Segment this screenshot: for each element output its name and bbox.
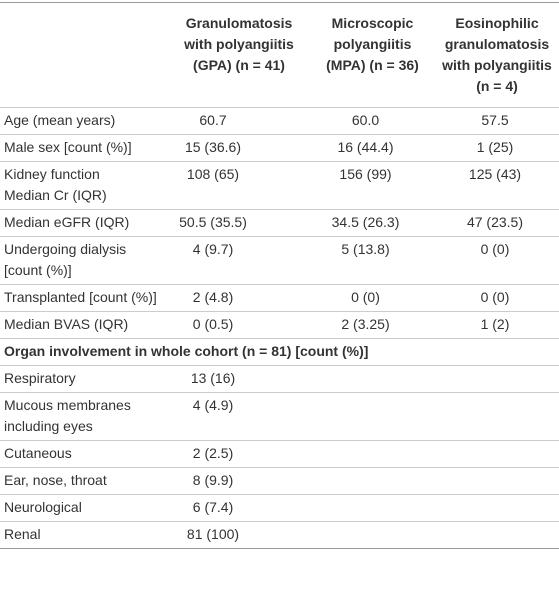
table-row: Male sex [count (%)] 15 (36.6) 16 (44.4) 1 … bbox=[0, 134, 559, 162]
cell bbox=[435, 521, 559, 549]
cell: 50.5 (35.5) bbox=[168, 209, 310, 237]
label-line: Kidney function bbox=[4, 166, 100, 182]
header-cell: Granulomatosis with polyangiitis (GPA) (… bbox=[168, 2, 310, 108]
cell: 1 (2) bbox=[435, 311, 559, 339]
table-row: Median eGFR (IQR) 50.5 (35.5) 34.5 (26.3) 4… bbox=[0, 209, 559, 237]
label-line: Male sex [count (%)] bbox=[4, 139, 132, 155]
cell bbox=[310, 467, 435, 495]
cell: 0 (0) bbox=[310, 284, 435, 312]
label-line: Median BVAS (IQR) bbox=[4, 316, 129, 332]
table-row: Renal 81 (100) bbox=[0, 521, 559, 549]
row-label: Kidney function Median Cr (IQR) bbox=[0, 161, 168, 210]
cell: 2 (3.25) bbox=[310, 311, 435, 339]
cell bbox=[435, 392, 559, 441]
header-cell: Eosinophilic granulomatosis with polyang… bbox=[435, 2, 559, 108]
cell bbox=[435, 467, 559, 495]
cell: 4 (9.7) bbox=[168, 236, 310, 285]
section-row: Organ involvement in whole cohort (n = 8… bbox=[0, 338, 559, 366]
cell bbox=[310, 494, 435, 522]
cell bbox=[435, 365, 559, 393]
row-label: Male sex [count (%)] bbox=[0, 134, 168, 162]
cell: 13 (16) bbox=[168, 365, 310, 393]
header-cell bbox=[0, 2, 168, 108]
table-body: Age (mean years) 60.7 60.0 57.5 Male sex [co… bbox=[0, 107, 559, 549]
cell: 2 (4.8) bbox=[168, 284, 310, 312]
label-line: Age (mean years) bbox=[4, 112, 116, 128]
cell: 4 (4.9) bbox=[168, 392, 310, 441]
cell: 6 (7.4) bbox=[168, 494, 310, 522]
row-label: Age (mean years) bbox=[0, 107, 168, 135]
cell: 16 (44.4) bbox=[310, 134, 435, 162]
label-line: Median eGFR (IQR) bbox=[4, 214, 130, 230]
table-row: Respiratory 13 (16) bbox=[0, 365, 559, 393]
cell bbox=[435, 440, 559, 468]
data-table: Granulomatosis with polyangiitis (GPA) (… bbox=[0, 2, 559, 549]
table-row: Age (mean years) 60.7 60.0 57.5 bbox=[0, 107, 559, 135]
cell: 0 (0) bbox=[435, 284, 559, 312]
row-label: Median eGFR (IQR) bbox=[0, 209, 168, 237]
cell: 2 (2.5) bbox=[168, 440, 310, 468]
row-label: Ear, nose, throat bbox=[0, 467, 168, 495]
header-cell: Microscopic polyangiitis (MPA) (n = 36) bbox=[310, 2, 435, 108]
row-label: Neurological bbox=[0, 494, 168, 522]
cell: 0 (0) bbox=[435, 236, 559, 285]
label-line: Undergoing dialysis [count (%)] bbox=[4, 241, 127, 278]
table-row: Mucous membranes including eyes 4 (4.9) bbox=[0, 392, 559, 441]
cell: 108 (65) bbox=[168, 161, 310, 210]
cell: 156 (99) bbox=[310, 161, 435, 210]
cell: 60.0 bbox=[310, 107, 435, 135]
cell bbox=[310, 392, 435, 441]
row-label: Median BVAS (IQR) bbox=[0, 311, 168, 339]
table-row: Median BVAS (IQR) 0 (0.5) 2 (3.25) 1 (2) bbox=[0, 311, 559, 339]
cell: 81 (100) bbox=[168, 521, 310, 549]
cell: 0 (0.5) bbox=[168, 311, 310, 339]
row-label: Cutaneous bbox=[0, 440, 168, 468]
cell: 8 (9.9) bbox=[168, 467, 310, 495]
row-label: Respiratory bbox=[0, 365, 168, 393]
header-row: Granulomatosis with polyangiitis (GPA) (… bbox=[0, 2, 559, 108]
cell: 47 (23.5) bbox=[435, 209, 559, 237]
row-label: Transplanted [count (%)] bbox=[0, 284, 168, 312]
cell: 60.7 bbox=[168, 107, 310, 135]
cell bbox=[310, 440, 435, 468]
table-row: Kidney function Median Cr (IQR) 108 (65) 15… bbox=[0, 161, 559, 210]
row-label: Undergoing dialysis [count (%)] bbox=[0, 236, 168, 285]
section-heading: Organ involvement in whole cohort (n = 8… bbox=[0, 338, 559, 366]
cell: 125 (43) bbox=[435, 161, 559, 210]
cell: 15 (36.6) bbox=[168, 134, 310, 162]
cell: 5 (13.8) bbox=[310, 236, 435, 285]
cell bbox=[310, 365, 435, 393]
row-label: Mucous membranes including eyes bbox=[0, 392, 168, 441]
table-row: Undergoing dialysis [count (%)] 4 (9.7) 5 … bbox=[0, 236, 559, 285]
table-row: Ear, nose, throat 8 (9.9) bbox=[0, 467, 559, 495]
row-label: Renal bbox=[0, 521, 168, 549]
cell bbox=[435, 494, 559, 522]
label-line: Transplanted [count (%)] bbox=[4, 289, 157, 305]
table-row: Neurological 6 (7.4) bbox=[0, 494, 559, 522]
label-line: Median Cr (IQR) bbox=[4, 187, 107, 203]
cell bbox=[310, 521, 435, 549]
table-row: Cutaneous 2 (2.5) bbox=[0, 440, 559, 468]
cell: 57.5 bbox=[435, 107, 559, 135]
table-row: Transplanted [count (%)] 2 (4.8) 0 (0) 0 (0… bbox=[0, 284, 559, 312]
cell: 34.5 (26.3) bbox=[310, 209, 435, 237]
cell: 1 (25) bbox=[435, 134, 559, 162]
